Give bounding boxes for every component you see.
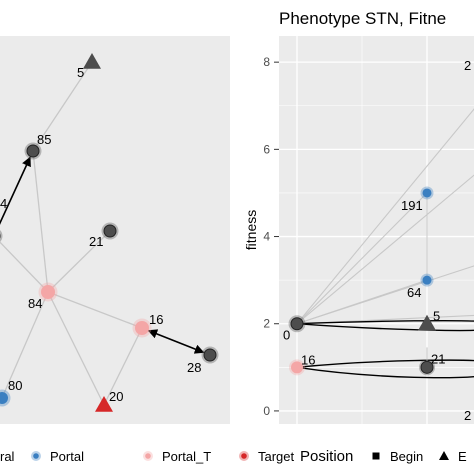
network-node: [135, 321, 149, 335]
network-edge: [103, 327, 143, 406]
legend-label: E: [458, 449, 467, 464]
right-y-ticks: 0 2 4 6 8: [263, 55, 279, 418]
network-node: [203, 348, 217, 362]
right-chart-title: Phenotype STN, Fitne: [279, 9, 446, 28]
scatter-point-label: 2: [464, 408, 471, 423]
legend-label: Portal: [50, 449, 84, 464]
network-node: [41, 285, 55, 299]
scatter-point: [422, 188, 432, 198]
scatter-point-label: 21: [431, 351, 445, 366]
network-node-label: 16: [149, 312, 163, 327]
legend-label: Begin: [390, 449, 423, 464]
network-edge: [47, 230, 111, 293]
left-edges: [0, 61, 205, 406]
scatter-loop-edge: [296, 366, 474, 379]
scatter-loop-edge: [296, 323, 474, 332]
right-edges: [296, 108, 474, 379]
scatter-point-label: 16: [301, 352, 315, 367]
y-tick-label: 4: [263, 230, 270, 244]
network-edge: [32, 150, 49, 293]
network-edge: [1, 291, 49, 399]
scatter-point-label: 5: [433, 309, 440, 324]
network-arrow-edge: [147, 329, 205, 354]
scatter-loop-edge: [296, 359, 474, 369]
network-node-label: 85: [37, 132, 51, 147]
scatter-point-triangle: [418, 314, 436, 331]
network-node-label: 4: [0, 196, 7, 211]
legend-triangle-symbol: [439, 451, 449, 460]
network-node-label: 28: [187, 360, 201, 375]
legend-symbol: [241, 453, 247, 459]
scatter-edge: [296, 108, 474, 325]
scatter-edge: [296, 192, 428, 325]
network-node-triangle: [83, 53, 101, 69]
legend-label: Target: [258, 449, 295, 464]
left-nodes: [0, 53, 219, 412]
network-node-label: 20: [109, 389, 123, 404]
network-edge: [32, 61, 93, 152]
network-node: [103, 224, 117, 238]
legend-title: Position: [300, 448, 353, 465]
network-node: [0, 392, 8, 404]
y-tick-label: 6: [263, 142, 270, 156]
y-tick-label: 2: [263, 317, 270, 331]
left-network-panel: 5 85 4 21 84 16 28 80 20: [0, 36, 230, 424]
network-edge: [47, 291, 105, 406]
right-panel-background: [279, 36, 474, 424]
scatter-point-label: 2: [464, 58, 471, 73]
scatter-point-label: 191: [401, 198, 423, 213]
network-arrow-edge: [0, 156, 31, 225]
scatter-edge: [296, 174, 474, 325]
scatter-edge: [296, 279, 428, 325]
network-node-label: 5: [77, 65, 84, 80]
network-edge: [0, 241, 49, 293]
legend-label: Portal_T: [162, 449, 211, 464]
network-node-label: 80: [8, 378, 22, 393]
network-node-triangle: [95, 396, 113, 412]
network-node-label: 21: [89, 234, 103, 249]
legend-label: ral: [0, 449, 15, 464]
network-node: [26, 144, 40, 158]
y-axis-title: fitness: [243, 210, 259, 250]
legend-square-symbol: [372, 452, 380, 460]
scatter-point: [422, 275, 432, 285]
scatter-point: [290, 317, 304, 331]
legend-symbol: [33, 453, 39, 459]
scatter-point: [291, 361, 303, 374]
scatter-point: [420, 360, 434, 374]
y-tick-label: 0: [263, 404, 270, 418]
network-node-label: 84: [28, 296, 42, 311]
scatter-point-label: 0: [283, 328, 290, 343]
legend: ral Portal Portal_T Target Position Begin E: [0, 448, 467, 465]
scatter-point-label: 64: [407, 285, 421, 300]
network-edge: [47, 291, 143, 329]
y-tick-label: 8: [263, 55, 270, 69]
left-node-labels: 5 85 4 21 84 16 28 80 20: [0, 65, 201, 404]
scatter-loop-edge: [296, 319, 474, 325]
network-node-halo: [0, 229, 3, 243]
right-points: [288, 186, 436, 376]
right-point-labels: 0 5 191 64 16 21 2 2: [283, 58, 471, 423]
legend-symbol: [145, 453, 151, 459]
